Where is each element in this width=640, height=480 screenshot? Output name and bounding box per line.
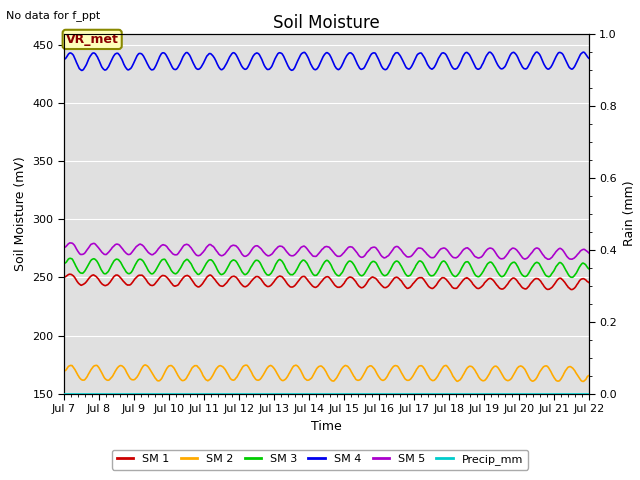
Text: VR_met: VR_met xyxy=(66,33,118,46)
Y-axis label: Soil Moisture (mV): Soil Moisture (mV) xyxy=(14,156,27,271)
Legend: SM 1, SM 2, SM 3, SM 4, SM 5, Precip_mm: SM 1, SM 2, SM 3, SM 4, SM 5, Precip_mm xyxy=(112,450,528,469)
Title: Soil Moisture: Soil Moisture xyxy=(273,14,380,32)
Y-axis label: Rain (mm): Rain (mm) xyxy=(623,181,636,246)
X-axis label: Time: Time xyxy=(311,420,342,432)
Text: No data for f_ppt: No data for f_ppt xyxy=(6,10,100,21)
